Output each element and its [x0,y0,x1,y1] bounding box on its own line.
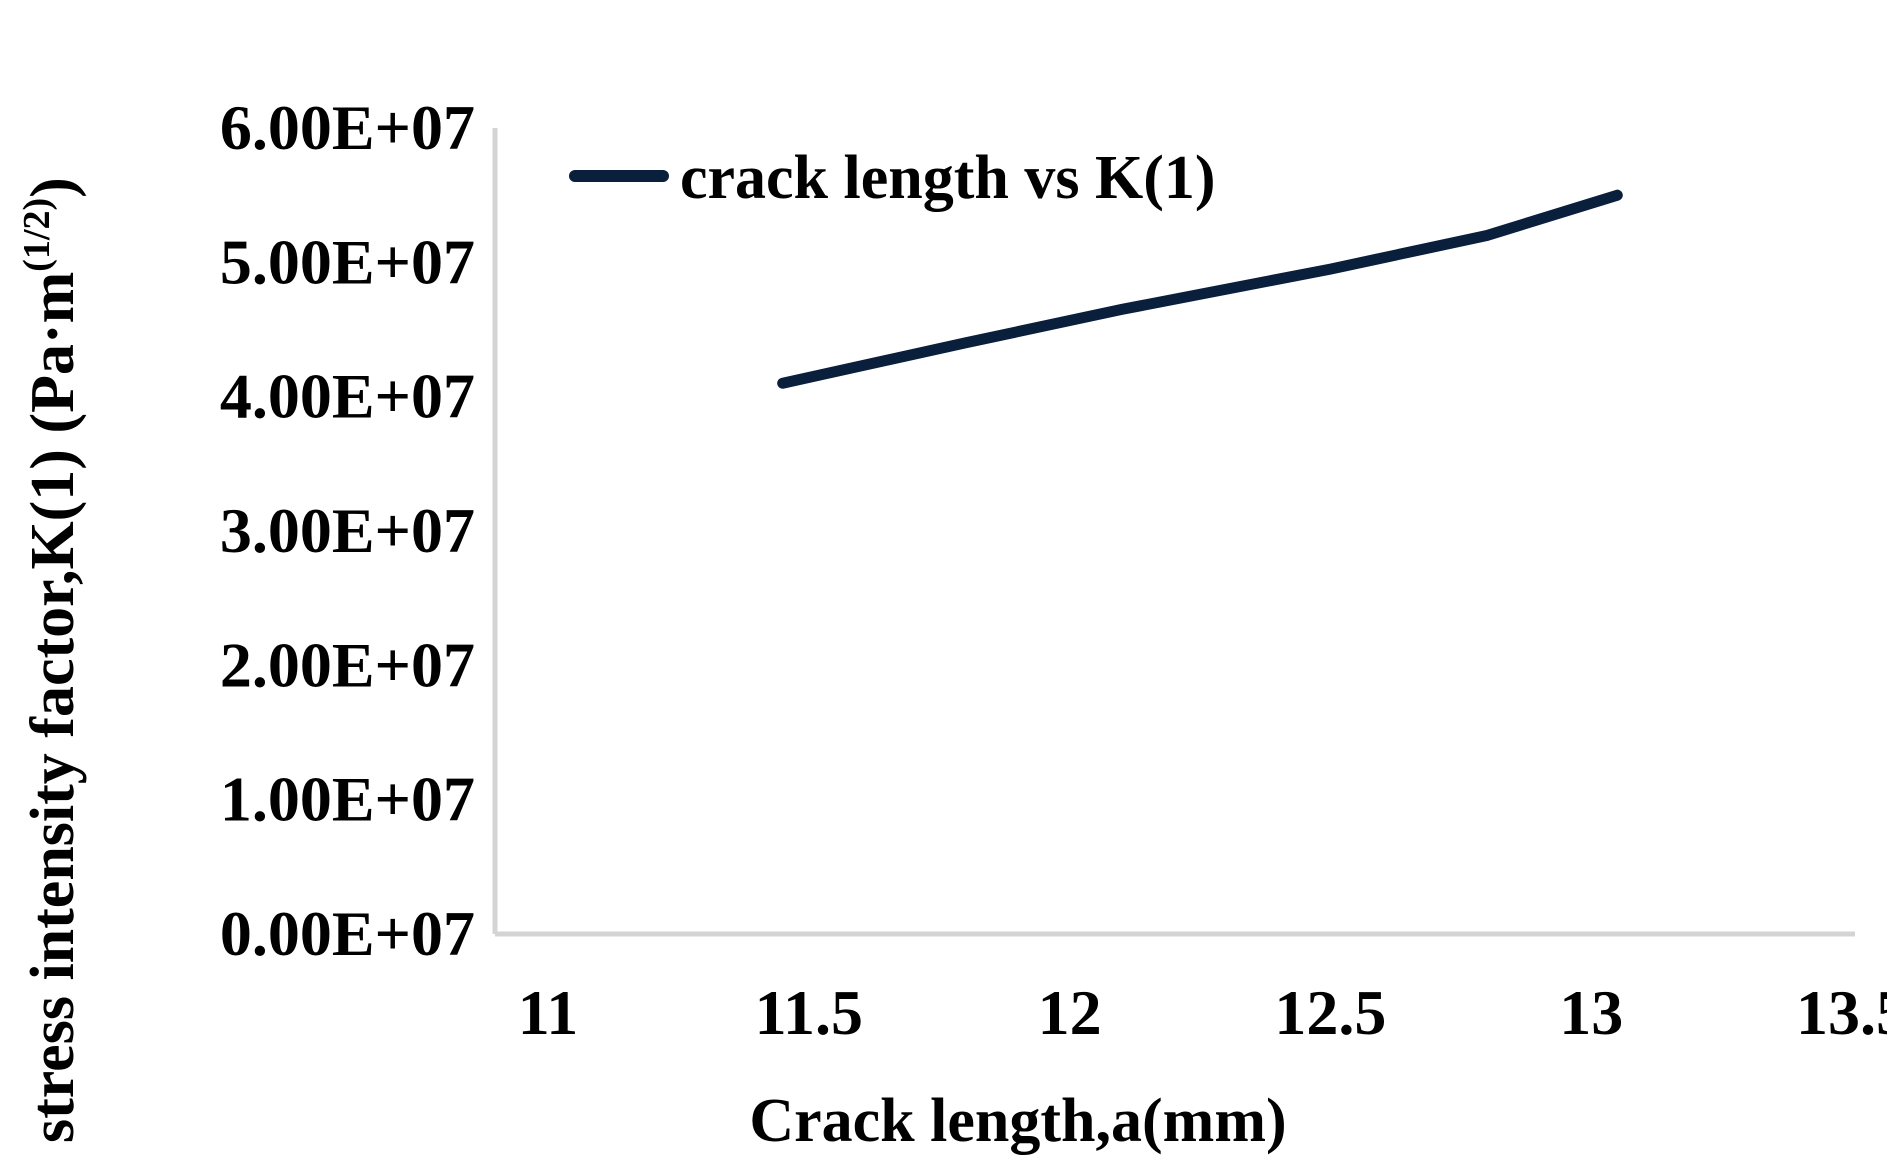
y-axis-title-exponent: (1/2) [16,198,58,272]
x-tick-label: 12 [1038,977,1102,1048]
y-tick-label: 6.00E+07 [220,92,475,163]
y-tick-label: 2.00E+07 [220,629,475,700]
y-tick-labels: 0.00E+07 1.00E+07 2.00E+07 3.00E+07 4.00E+07… [220,92,475,969]
y-axis-title-close: ) [19,177,87,198]
x-tick-label: 13.5 [1796,977,1887,1048]
y-axis-title: stress intensity factor,K(1) (Pa·m(1/2)) [16,177,87,1143]
series-line [777,189,1623,389]
x-tick-label: 12.5 [1274,977,1386,1048]
legend-label: crack length vs K(1) [680,144,1216,212]
x-tick-label: 13 [1559,977,1623,1048]
x-tick-label: 11.5 [755,977,863,1048]
y-tick-label: 1.00E+07 [220,764,475,835]
y-tick-label: 0.00E+07 [220,898,475,969]
x-tick-labels: 11 11.5 12 12.5 13 13.5 [518,977,1887,1048]
legend: crack length vs K(1) [569,144,1216,212]
series-lines [777,189,1623,389]
x-tick-label: 11 [518,977,578,1048]
y-tick-label: 4.00E+07 [220,361,475,432]
y-tick-label: 3.00E+07 [220,495,475,566]
y-axis-title-main: stress intensity factor,K(1) (Pa·m [19,272,87,1143]
y-tick-label: 5.00E+07 [220,226,475,297]
x-axis-title: Crack length,a(mm) [749,1087,1286,1155]
